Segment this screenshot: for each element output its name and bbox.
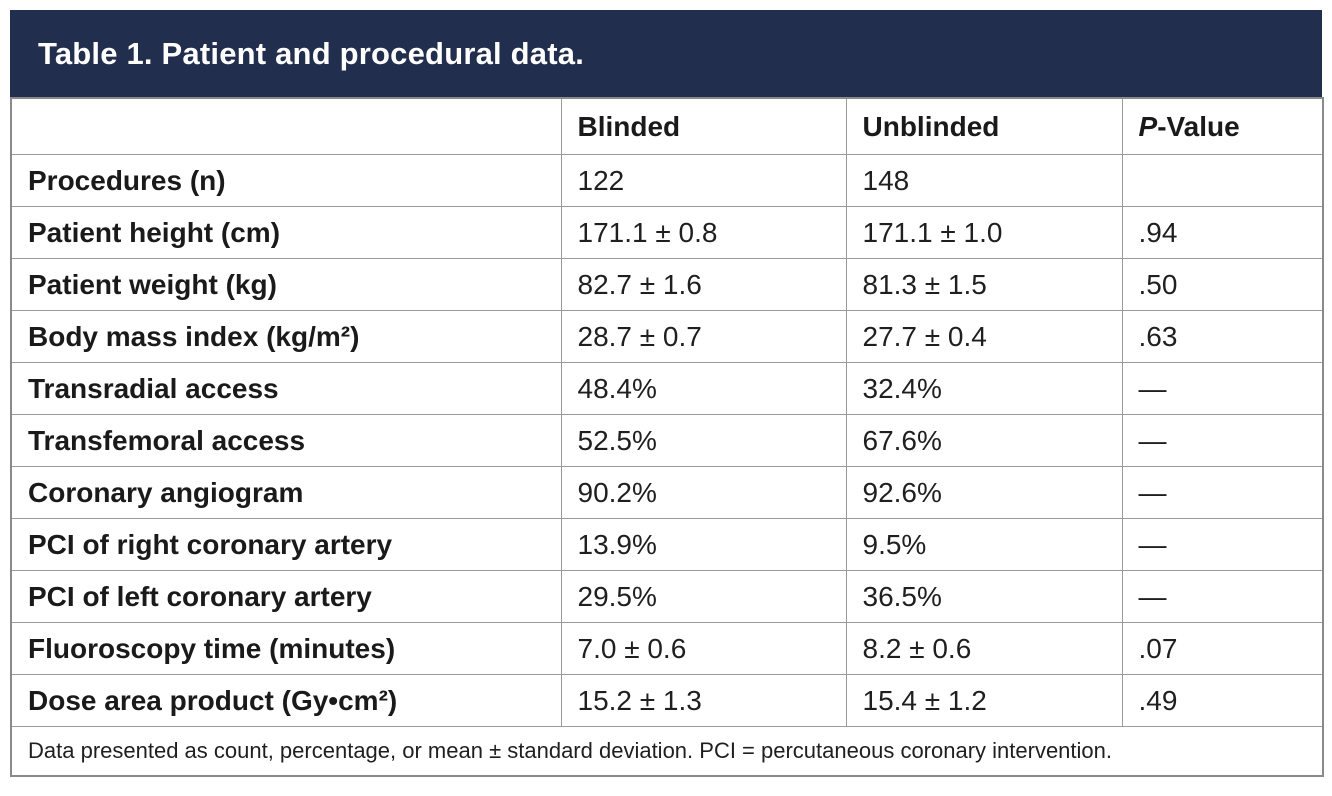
cell-p-value: — <box>1121 518 1324 571</box>
cell-blinded: 90.2% <box>560 466 847 519</box>
cell-unblinded: 32.4% <box>845 362 1123 415</box>
cell-blinded: 15.2 ± 1.3 <box>560 674 847 727</box>
table-row: Coronary angiogram 90.2% 92.6% — <box>10 466 1324 519</box>
table-figure: Table 1. Patient and procedural data. Bl… <box>10 10 1324 777</box>
table-title-bar: Table 1. Patient and procedural data. <box>10 10 1322 97</box>
cell-unblinded: 81.3 ± 1.5 <box>845 258 1123 311</box>
cell-p-value <box>1121 154 1324 207</box>
row-label: Body mass index (kg/m²) <box>10 310 562 363</box>
header-p-value: P-Value <box>1121 97 1324 155</box>
patient-procedural-data-table: Blinded Unblinded P-Value Procedures (n)… <box>10 97 1324 777</box>
table-row: Patient weight (kg) 82.7 ± 1.6 81.3 ± 1.… <box>10 258 1324 311</box>
table-row: Body mass index (kg/m²) 28.7 ± 0.7 27.7 … <box>10 310 1324 363</box>
cell-p-value: .94 <box>1121 206 1324 259</box>
cell-blinded: 82.7 ± 1.6 <box>560 258 847 311</box>
row-label: Fluoroscopy time (minutes) <box>10 622 562 675</box>
cell-blinded: 171.1 ± 0.8 <box>560 206 847 259</box>
header-blinded: Blinded <box>560 97 847 155</box>
cell-p-value: .50 <box>1121 258 1324 311</box>
header-row: Blinded Unblinded P-Value <box>10 97 1324 155</box>
cell-unblinded: 9.5% <box>845 518 1123 571</box>
table-row: Transradial access 48.4% 32.4% — <box>10 362 1324 415</box>
row-label: Coronary angiogram <box>10 466 562 519</box>
cell-unblinded: 15.4 ± 1.2 <box>845 674 1123 727</box>
row-label: Patient weight (kg) <box>10 258 562 311</box>
cell-blinded: 7.0 ± 0.6 <box>560 622 847 675</box>
table-row: Procedures (n) 122 148 <box>10 154 1324 207</box>
cell-blinded: 122 <box>560 154 847 207</box>
table-row: Patient height (cm) 171.1 ± 0.8 171.1 ± … <box>10 206 1324 259</box>
header-empty-label <box>10 97 562 155</box>
cell-p-value: — <box>1121 466 1324 519</box>
header-unblinded: Unblinded <box>845 97 1123 155</box>
cell-blinded: 29.5% <box>560 570 847 623</box>
cell-unblinded: 8.2 ± 0.6 <box>845 622 1123 675</box>
cell-blinded: 28.7 ± 0.7 <box>560 310 847 363</box>
cell-p-value: — <box>1121 570 1324 623</box>
table-title: Table 1. Patient and procedural data. <box>38 35 585 71</box>
row-label: Dose area product (Gy•cm²) <box>10 674 562 727</box>
row-label: Procedures (n) <box>10 154 562 207</box>
p-value-rest: -Value <box>1157 110 1240 142</box>
table-row: Dose area product (Gy•cm²) 15.2 ± 1.3 15… <box>10 674 1324 727</box>
row-label: Transfemoral access <box>10 414 562 467</box>
row-label: PCI of right coronary artery <box>10 518 562 571</box>
cell-unblinded: 92.6% <box>845 466 1123 519</box>
cell-p-value: .07 <box>1121 622 1324 675</box>
table-row: Fluoroscopy time (minutes) 7.0 ± 0.6 8.2… <box>10 622 1324 675</box>
cell-unblinded: 27.7 ± 0.4 <box>845 310 1123 363</box>
cell-blinded: 52.5% <box>560 414 847 467</box>
cell-unblinded: 67.6% <box>845 414 1123 467</box>
row-label: PCI of left coronary artery <box>10 570 562 623</box>
cell-blinded: 13.9% <box>560 518 847 571</box>
p-value-italic-p: P <box>1138 110 1158 142</box>
cell-blinded: 48.4% <box>560 362 847 415</box>
cell-unblinded: 148 <box>845 154 1123 207</box>
cell-p-value: .49 <box>1121 674 1324 727</box>
row-label: Patient height (cm) <box>10 206 562 259</box>
cell-p-value: — <box>1121 414 1324 467</box>
cell-unblinded: 171.1 ± 1.0 <box>845 206 1123 259</box>
table-row: PCI of right coronary artery 13.9% 9.5% … <box>10 518 1324 571</box>
table-footnote: Data presented as count, percentage, or … <box>10 726 1324 777</box>
row-label: Transradial access <box>10 362 562 415</box>
footnote-row: Data presented as count, percentage, or … <box>10 726 1324 777</box>
cell-p-value: — <box>1121 362 1324 415</box>
cell-unblinded: 36.5% <box>845 570 1123 623</box>
cell-p-value: .63 <box>1121 310 1324 363</box>
table-row: Transfemoral access 52.5% 67.6% — <box>10 414 1324 467</box>
table-row: PCI of left coronary artery 29.5% 36.5% … <box>10 570 1324 623</box>
